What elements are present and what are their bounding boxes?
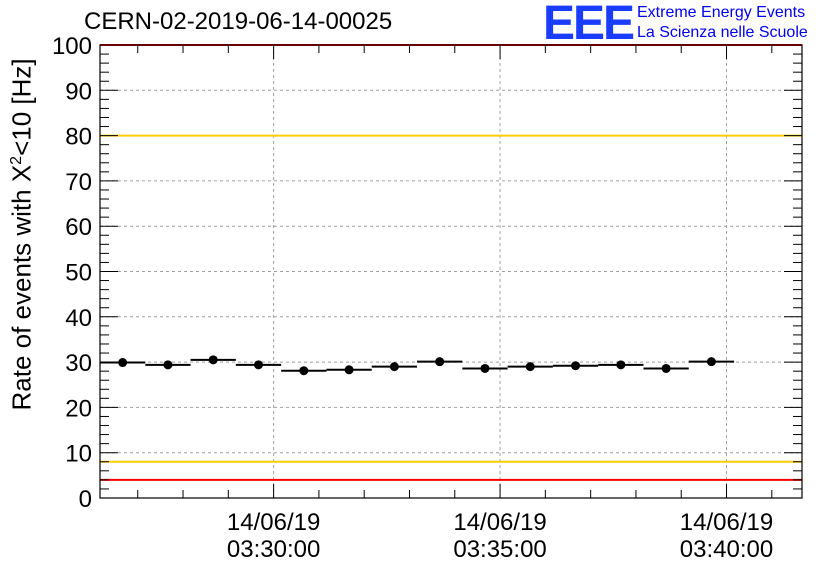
data-point [616, 360, 626, 370]
data-point [163, 360, 173, 370]
data-point [480, 363, 490, 373]
y-axis-label-sup: 2 [7, 155, 25, 165]
data-point [118, 358, 128, 368]
y-tick-label: 50 [65, 260, 92, 287]
y-tick-label: 80 [65, 124, 92, 151]
y-tick-label: 90 [65, 78, 92, 105]
y-tick-label: 20 [65, 395, 92, 422]
y-tick-label: 30 [65, 350, 92, 377]
data-point [254, 360, 264, 370]
data-point [706, 357, 716, 367]
y-tick-label: 60 [65, 214, 92, 241]
data-point [344, 365, 354, 375]
x-tick-date-label: 14/06/19 [680, 509, 773, 536]
x-tick-date-label: 14/06/19 [453, 509, 546, 536]
y-axis-label-prefix: Rate of events with X [6, 164, 37, 411]
logo-line-2: La Scienza nelle Scuole [637, 24, 808, 41]
x-tick-date-label: 14/06/19 [227, 509, 320, 536]
data-point [661, 363, 671, 373]
y-axis-label: Rate of events with X2<10 [Hz] [6, 58, 38, 411]
x-tick-time-label: 03:40:00 [680, 536, 773, 563]
data-point [208, 355, 218, 365]
y-tick-label: 70 [65, 169, 92, 196]
data-point [389, 362, 399, 372]
data-point [525, 362, 535, 372]
y-tick-label: 0 [79, 486, 92, 513]
data-point [435, 357, 445, 367]
y-tick-label: 40 [65, 305, 92, 332]
y-axis-label-suffix: <10 [Hz] [6, 58, 37, 156]
eee-logo: EEE [543, 0, 635, 50]
data-point [571, 361, 581, 371]
x-tick-time-label: 03:35:00 [453, 536, 546, 563]
data-point [299, 366, 309, 376]
x-tick-time-label: 03:30:00 [227, 536, 320, 563]
chart-title: CERN-02-2019-06-14-00025 [84, 8, 393, 35]
y-tick-label: 100 [52, 33, 92, 60]
logo-line-1: Extreme Energy Events [637, 4, 806, 21]
y-tick-label: 10 [65, 441, 92, 468]
